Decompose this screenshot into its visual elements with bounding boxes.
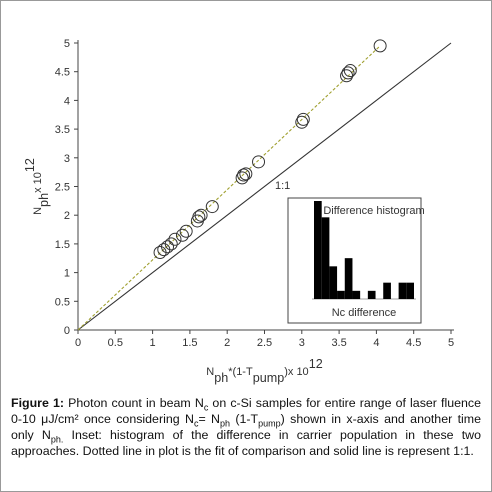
x-tick-label: 1.5 [182, 337, 197, 349]
x-tick-label: 2 [224, 337, 230, 349]
label-part: ph [37, 193, 51, 207]
x-axis-label: Nph*(1-Tpump)x 1012 [206, 357, 322, 385]
marker [205, 200, 219, 214]
histogram-bar [329, 266, 338, 299]
fit-line [77, 45, 381, 331]
identity-line [77, 42, 452, 331]
caption-text: on c-Si samples for entire range of lase… [11, 396, 481, 426]
y-tick-label: 5 [64, 38, 70, 50]
caption-text: ph [220, 418, 231, 429]
histogram-bar [383, 282, 391, 299]
label-part: N [32, 207, 44, 215]
marker [239, 167, 253, 181]
annotation: 1:1 [275, 180, 290, 192]
caption-text: Photon count in beam N [64, 396, 204, 410]
y-tick-label: 1.5 [55, 239, 70, 251]
marker [295, 115, 309, 129]
x-tick-label: 4.5 [406, 337, 421, 349]
histogram-bar [352, 290, 361, 299]
label-part: x 10 [32, 172, 44, 193]
x-tick-label: 3 [299, 337, 305, 349]
y-tick-label: 4 [64, 95, 70, 107]
y-axis-label: Nphx 1012 [23, 158, 51, 215]
caption-text: pump [258, 418, 281, 429]
marker [194, 208, 208, 222]
marker [175, 228, 189, 242]
marker [161, 240, 175, 254]
y-tick-label: 3 [64, 153, 70, 165]
x-tick-label: 1 [150, 337, 156, 349]
inset-title: Difference histogram [323, 205, 424, 217]
label-part: ph [214, 371, 228, 385]
histogram-bar [406, 282, 414, 299]
histogram-bar [367, 290, 376, 299]
marker [341, 66, 355, 80]
caption-text: ph. [50, 434, 64, 445]
marker [164, 237, 178, 251]
histogram-bar [321, 217, 330, 299]
label-part: 12 [23, 158, 37, 172]
marker [343, 64, 357, 78]
caption-text: c [203, 402, 209, 413]
x-tick-label: 5 [448, 337, 454, 349]
marker [179, 224, 193, 238]
histogram-bar [337, 290, 345, 299]
histogram-bar [314, 201, 322, 299]
x-tick-label: 4 [373, 337, 379, 349]
x-tick-label: 3.5 [331, 337, 346, 349]
inset-x-label: Nc difference [332, 307, 397, 319]
caption-text: ) shown in x-axis and another time only … [11, 412, 482, 442]
y-tick-label: 2.5 [55, 182, 70, 194]
x-tick-label: 2.5 [257, 337, 272, 349]
marker [237, 168, 251, 182]
marker [235, 171, 249, 185]
inset-frame [287, 197, 422, 324]
y-tick-label: 0 [64, 325, 70, 337]
caption-label: Figure 1: [11, 396, 65, 410]
caption-text: (1-T [230, 412, 259, 426]
y-tick-label: 0.5 [55, 296, 70, 308]
marker [373, 39, 387, 53]
y-tick-label: 4.5 [55, 67, 70, 79]
marker [168, 232, 182, 246]
caption-text: = N [198, 412, 221, 426]
label-part: pump [253, 371, 285, 385]
caption: Figure 1: Photon count in beam Nc on c-S… [11, 395, 481, 459]
histogram-bar [398, 282, 407, 299]
histogram-bar [344, 258, 353, 299]
x-tick-label: 0 [75, 337, 81, 349]
y-tick-label: 3.5 [55, 124, 70, 136]
caption-text: c [193, 418, 199, 429]
x-tick-label: 0.5 [108, 337, 123, 349]
label-part: *(1-T [228, 366, 253, 378]
marker [192, 210, 206, 224]
y-tick-label: 2 [64, 210, 70, 222]
marker [296, 112, 310, 126]
caption-text: Inset: histogram of the difference in ca… [11, 428, 481, 458]
label-part: )x 10 [284, 366, 308, 378]
label-part: N [206, 366, 214, 378]
chart: 0 0.5 1 1.5 2 2.5 3 3.5 4 4.5 5 0 0.5 1 1.5 2 2.5 3 3.5 4 4.… [23, 38, 454, 385]
y-tick-label: 1 [64, 268, 70, 280]
marker [252, 155, 266, 169]
label-part: 12 [309, 357, 323, 371]
